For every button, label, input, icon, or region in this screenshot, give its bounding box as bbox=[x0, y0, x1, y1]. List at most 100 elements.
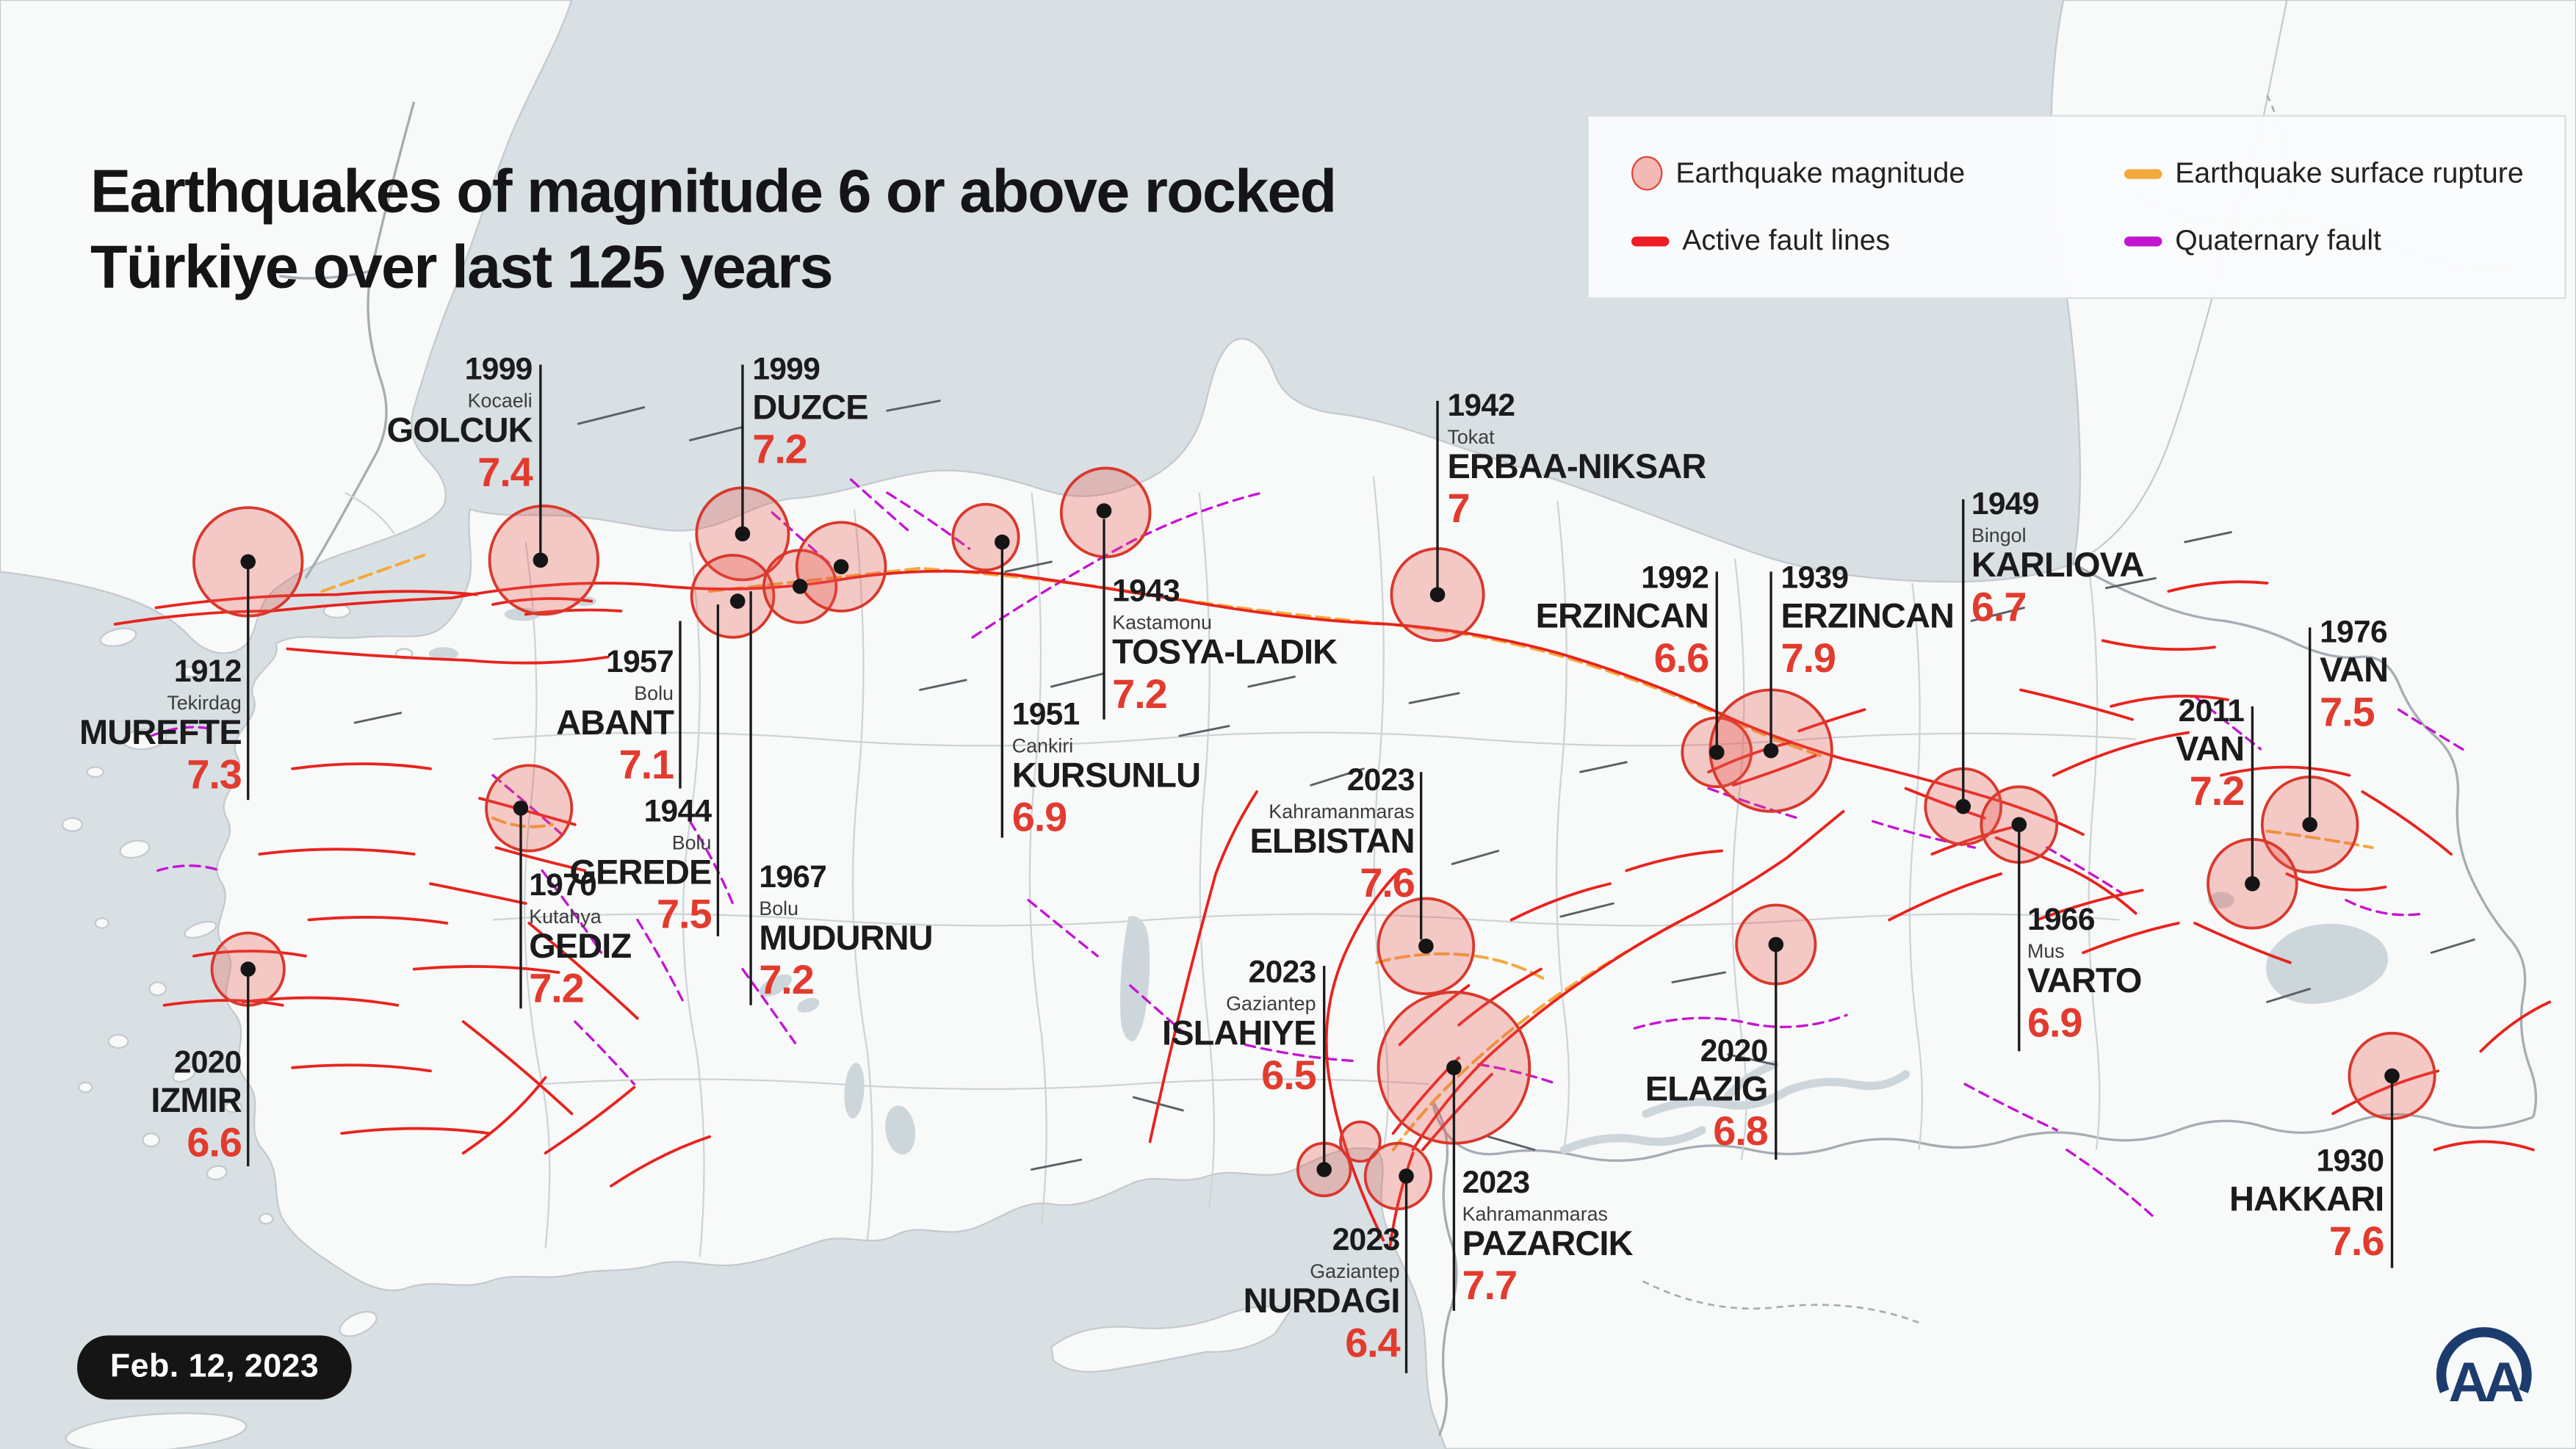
quake-year: 2020 bbox=[1700, 1035, 1769, 1070]
quake-name: ISLAHIYE bbox=[1162, 1015, 1316, 1053]
quake-province: Gaziantep bbox=[1310, 1260, 1400, 1283]
quake-name: GEREDE bbox=[569, 854, 712, 892]
quake-label-izmir: 2020 IZMIR 6.6 bbox=[151, 1046, 242, 1166]
quake-magnitude: 7.7 bbox=[1462, 1262, 1518, 1309]
quake-dot-karliova bbox=[1955, 798, 1971, 814]
quake-year: 1943 bbox=[1112, 574, 1180, 610]
quake-dot-izmir bbox=[240, 961, 256, 977]
quake-magnitude: 7.6 bbox=[2328, 1218, 2385, 1265]
quake-dot-gerede bbox=[792, 579, 808, 594]
quake-name: TOSYA-LADIK bbox=[1112, 634, 1338, 672]
quake-name: NURDAGI bbox=[1243, 1282, 1401, 1321]
quake-dot-van-1976 bbox=[2302, 817, 2317, 833]
active-fault-dash-icon bbox=[1631, 235, 1670, 246]
quake-label-erzincan-1992: 1992 ERZINCAN 6.6 bbox=[1535, 563, 1710, 682]
quake-label-van-2011: 2011 VAN 7.2 bbox=[2176, 696, 2245, 813]
quake-dot-nurdagi bbox=[1399, 1168, 1414, 1184]
quake-magnitude: 6.9 bbox=[2027, 1000, 2083, 1047]
quake-province: Mus bbox=[2027, 939, 2065, 963]
quake-name: KARLIOVA bbox=[1971, 546, 2145, 585]
quake-dot-elazig bbox=[1768, 936, 1784, 953]
quake-label-erbaa-niksar: 1942 Tokat ERBAA-NIKSAR 7 bbox=[1447, 391, 1706, 530]
quake-name: ERBAA-NIKSAR bbox=[1447, 448, 1706, 487]
quake-dot-islahiye bbox=[1316, 1162, 1332, 1177]
quake-dot-golcuk bbox=[533, 552, 549, 568]
quake-label-gerede: 1944 Bolu GEREDE 7.5 bbox=[569, 797, 712, 936]
quake-name: ERZINCAN bbox=[1535, 598, 1709, 636]
page-title: Earthquakes of magnitude 6 or above rock… bbox=[90, 154, 1337, 304]
date-badge: Feb. 12, 2023 bbox=[77, 1335, 352, 1400]
quake-name: GEDIZ bbox=[529, 928, 632, 966]
quake-name: GOLCUK bbox=[386, 412, 533, 450]
title-line-1: Earthquakes of magnitude 6 or above rock… bbox=[90, 157, 1337, 225]
legend-item-active-fault: Active fault lines bbox=[1631, 223, 2124, 258]
quake-label-golcuk: 1999 Kocaeli GOLCUK 7.4 bbox=[387, 355, 533, 494]
quake-label-duzce: 1999 DUZCE 7.2 bbox=[752, 355, 868, 474]
legend-item-magnitude: Earthquake magnitude bbox=[1631, 156, 2124, 191]
quake-name: HAKKARI bbox=[2229, 1181, 2384, 1219]
quake-name: VAN bbox=[2320, 651, 2389, 690]
quake-magnitude: 7.1 bbox=[618, 742, 675, 789]
quake-province: Kutahya bbox=[529, 905, 602, 928]
quake-province: Gaziantep bbox=[1226, 991, 1316, 1016]
quake-label-gediz: 1970 Kutahya GEDIZ 7.2 bbox=[529, 869, 632, 1010]
quake-label-hakkari: 1930 HAKKARI 7.6 bbox=[2229, 1146, 2384, 1263]
quake-circle-nurdagi bbox=[1363, 1141, 1432, 1211]
quake-dot-erzincan-1992 bbox=[1709, 745, 1725, 760]
quake-province: Kahramanmaras bbox=[1462, 1202, 1609, 1226]
quake-label-elazig: 2020 ELAZIG 6.8 bbox=[1645, 1035, 1769, 1155]
quake-province: Kahramanmaras bbox=[1269, 800, 1415, 823]
quake-dot-kursunlu bbox=[995, 534, 1010, 550]
quake-province: Bolu bbox=[671, 831, 712, 855]
quake-province: Bingol bbox=[1971, 524, 2027, 547]
quake-label-elbistan: 2023 Kahramanmaras ELBISTAN 7.6 bbox=[1250, 765, 1415, 905]
quake-province: Bolu bbox=[759, 897, 799, 920]
quake-year: 1942 bbox=[1447, 389, 1515, 424]
quake-dot-duzce bbox=[735, 526, 751, 542]
quake-name: MUDURNU bbox=[759, 919, 933, 958]
quake-year: 2020 bbox=[173, 1046, 242, 1081]
lake-van bbox=[2266, 923, 2389, 1004]
surface-rupture-dash-icon bbox=[2124, 168, 2162, 178]
quake-label-tosya-ladik: 1943 Kastamonu TOSYA-LADIK 7.2 bbox=[1112, 574, 1338, 716]
quake-name: KURSUNLU bbox=[1011, 757, 1201, 795]
quake-label-islahiye: 2023 Gaziantep ISLAHIYE 6.5 bbox=[1162, 958, 1317, 1097]
title-line-2: Türkiye over last 125 years bbox=[90, 232, 834, 300]
quake-name: VAN bbox=[2176, 731, 2245, 769]
quake-leaders-layer bbox=[247, 364, 2394, 1373]
quake-year: 1970 bbox=[529, 869, 597, 904]
quake-magnitude: 6.8 bbox=[1713, 1108, 1769, 1155]
quake-province: Kocaeli bbox=[467, 389, 533, 413]
aa-logo: AA bbox=[2428, 1316, 2540, 1428]
quake-magnitude: 7.3 bbox=[187, 752, 242, 798]
quake-magnitude: 7.2 bbox=[752, 427, 808, 474]
quake-name: ELAZIG bbox=[1645, 1071, 1769, 1109]
legend-label: Quaternary fault bbox=[2175, 223, 2381, 256]
quake-label-van-1976: 1976 VAN 7.5 bbox=[2320, 618, 2389, 734]
quake-magnitude: 6.6 bbox=[1653, 635, 1710, 682]
quake-year: 1939 bbox=[1781, 561, 1849, 596]
quake-circle-extra-0 bbox=[1339, 1120, 1382, 1163]
quake-name: PAZARCIK bbox=[1462, 1225, 1634, 1263]
quake-province: Bolu bbox=[634, 682, 674, 705]
quake-magnitude: 7.2 bbox=[759, 957, 815, 1004]
quake-dot-varto bbox=[2011, 817, 2027, 833]
quake-label-nurdagi: 2023 Gaziantep NURDAGI 6.4 bbox=[1243, 1226, 1401, 1365]
legend: Earthquake magnitude Earthquake surface … bbox=[1587, 115, 2566, 300]
quake-magnitude: 6.6 bbox=[187, 1120, 242, 1166]
quake-circle-kursunlu bbox=[951, 502, 1020, 572]
quake-province: Cankiri bbox=[1011, 734, 1074, 758]
quake-label-erzincan-1939: 1939 ERZINCAN 7.9 bbox=[1781, 563, 1954, 680]
quake-year: 1951 bbox=[1011, 698, 1080, 733]
quake-province: Tokat bbox=[1447, 425, 1495, 449]
quaternary-fault-layer bbox=[150, 478, 2469, 1217]
active-fault-layer bbox=[113, 569, 2552, 1250]
quake-name: ERZINCAN bbox=[1781, 598, 1954, 636]
quake-name: DUZCE bbox=[752, 389, 868, 427]
quake-dot-pazarcik bbox=[1446, 1060, 1462, 1076]
quake-year: 1930 bbox=[2316, 1144, 2384, 1179]
quake-name: MUREFTE bbox=[79, 714, 242, 753]
quake-year: 1967 bbox=[759, 860, 827, 895]
quake-label-karliova: 1949 Bingol KARLIOVA 6.7 bbox=[1971, 490, 2145, 629]
